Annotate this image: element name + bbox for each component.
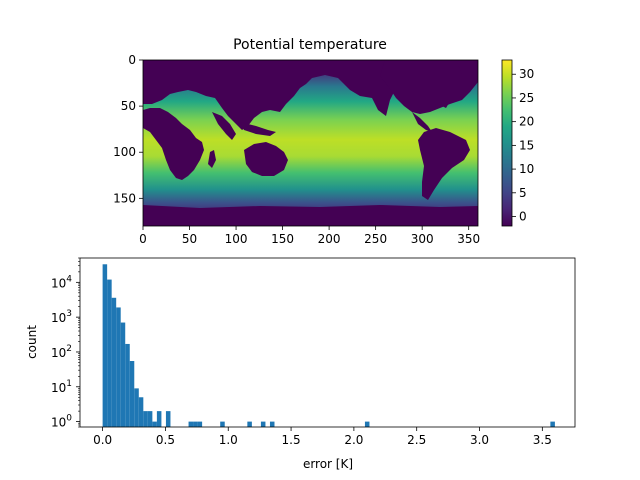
histogram-bar <box>125 343 130 427</box>
map-title: Potential temperature <box>233 37 387 53</box>
histogram-bar <box>156 411 162 427</box>
histogram-x-tick-label: 1.0 <box>219 433 238 447</box>
colorbar-tick-label: 25 <box>519 91 534 105</box>
map-x-tick-label: 0 <box>139 232 147 246</box>
map-image <box>143 60 478 226</box>
map-y-axis: 0 50 100 150 <box>113 53 143 205</box>
histogram-bar <box>147 411 153 427</box>
histogram-bar <box>116 307 121 427</box>
histogram-xlabel: error [K] <box>303 457 353 471</box>
histogram-bar <box>193 421 198 427</box>
map-y-tick-label: 0 <box>128 53 136 67</box>
map-x-axis: 0 50 100 150 200 250 300 350 <box>139 226 480 246</box>
histogram-bar <box>247 421 252 427</box>
histogram-x-tick-label: 0.0 <box>93 433 112 447</box>
colorbar-tick-label: 10 <box>519 162 534 176</box>
histogram-x-tick-label: 3.0 <box>470 433 489 447</box>
histogram-bar <box>138 397 144 427</box>
histogram-bar <box>188 421 194 427</box>
histogram-bar <box>260 421 266 427</box>
colorbar-tick-label: 5 <box>519 186 527 200</box>
histogram-y-tick-label: 102 <box>51 344 72 360</box>
map-x-tick-label: 100 <box>225 232 248 246</box>
histogram-x-tick-label: 0.5 <box>156 433 175 447</box>
map-x-tick-label: 200 <box>318 232 341 246</box>
histogram-bar <box>364 421 370 427</box>
land-indonesia <box>240 122 276 136</box>
colorbar-tick-label: 20 <box>519 115 534 129</box>
map-y-tick-label: 50 <box>121 99 136 113</box>
land-india <box>212 112 236 140</box>
histogram-x-tick-label: 2.0 <box>344 433 363 447</box>
land-north-america <box>380 60 478 114</box>
colorbar-axis: 0 5 10 15 20 25 30 <box>512 67 534 224</box>
histogram-y-axis: 100 101 102 103 104 <box>51 257 80 430</box>
colorbar-tick-label: 15 <box>519 138 534 152</box>
histogram-x-tick-label: 1.5 <box>282 433 301 447</box>
map-y-tick-label: 150 <box>113 191 136 205</box>
histogram-bar <box>107 279 112 427</box>
map-x-tick-label: 50 <box>182 232 197 246</box>
histogram-x-tick-label: 2.5 <box>407 433 426 447</box>
histogram-bar <box>143 411 148 427</box>
land-australia <box>244 142 288 176</box>
colorbar <box>501 59 513 227</box>
land-greenland <box>456 60 478 80</box>
map-x-tick-label: 150 <box>271 232 294 246</box>
histogram-bar <box>120 322 126 427</box>
histogram-bar <box>197 421 203 427</box>
histogram-bar <box>129 361 135 427</box>
map-x-tick-label: 350 <box>457 232 480 246</box>
histogram-x-tick-label: 3.5 <box>533 433 552 447</box>
land-antarctica <box>143 205 478 226</box>
histogram-bar <box>220 421 225 427</box>
colorbar-tick-label: 0 <box>519 210 527 224</box>
land-mask <box>143 60 478 226</box>
histogram-axes-frame <box>79 257 576 428</box>
colorbar-tick-label: 30 <box>519 67 534 81</box>
histogram-y-tick-label: 104 <box>51 274 72 290</box>
histogram-y-tick-label: 103 <box>51 309 72 325</box>
histogram-bar <box>152 421 157 427</box>
map-axes-frame <box>142 59 479 227</box>
histogram-y-tick-label: 100 <box>51 414 72 430</box>
histogram-y-tick-label: 101 <box>51 379 72 395</box>
histogram-bar <box>102 264 108 427</box>
map-y-tick-label: 100 <box>113 145 136 159</box>
map-x-tick-label: 300 <box>411 232 434 246</box>
histogram-bar <box>269 421 275 427</box>
histogram-bar <box>111 297 117 427</box>
land-madagascar <box>208 150 216 168</box>
histogram-bars <box>102 264 555 427</box>
histogram-bar <box>165 411 171 427</box>
land-central-america <box>412 112 432 132</box>
land-africa <box>143 108 204 180</box>
histogram-ylabel: count <box>25 325 39 359</box>
land-south-america <box>418 128 470 200</box>
histogram-x-axis: 0.0 0.5 1.0 1.5 2.0 2.5 3.0 3.5 <box>93 427 552 447</box>
histogram-bar <box>134 388 139 427</box>
histogram-bar <box>550 421 555 427</box>
map-x-tick-label: 250 <box>364 232 387 246</box>
